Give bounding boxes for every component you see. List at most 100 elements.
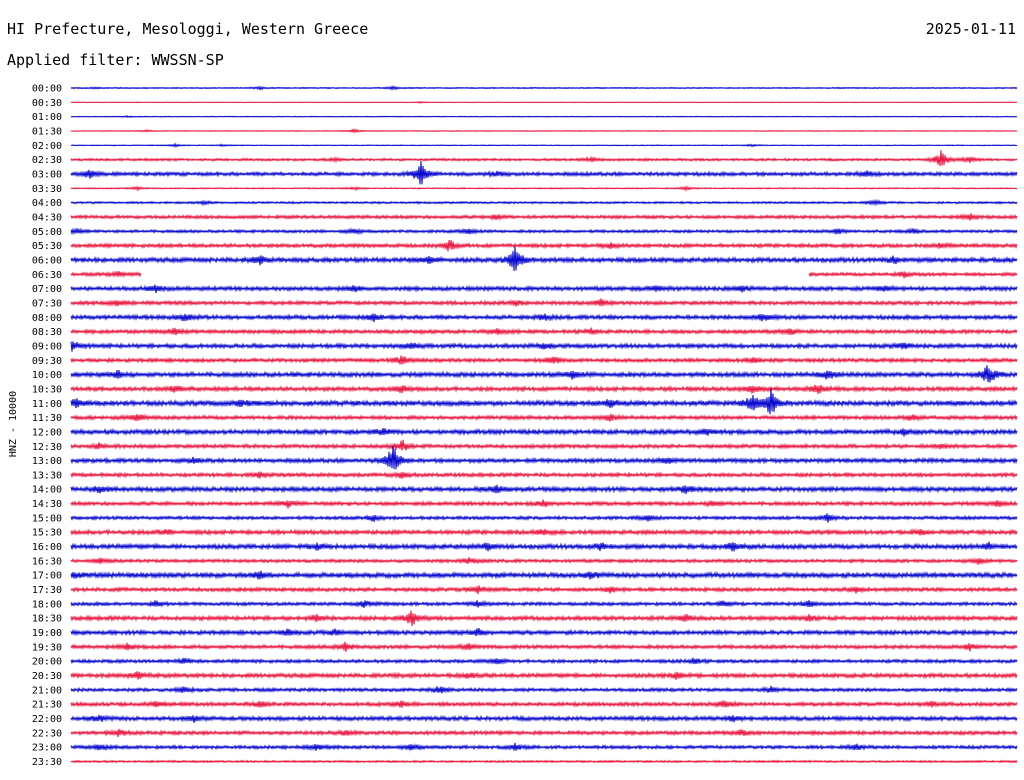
time-label-1900: 19:00 [32, 628, 62, 639]
trace-2300 [70, 742, 1018, 752]
time-label-2030: 20:30 [32, 671, 62, 682]
trace-1700 [70, 570, 1018, 580]
time-label-1730: 17:30 [32, 585, 62, 596]
time-label-1230: 12:30 [32, 442, 62, 453]
trace-0700 [70, 284, 1018, 294]
trace-1800 [70, 599, 1018, 609]
time-label-2300: 23:00 [32, 743, 62, 754]
time-label-1200: 12:00 [32, 427, 62, 438]
trace-0900 [70, 341, 1018, 352]
y-axis-label: HNZ - 10000 [8, 391, 19, 457]
trace-0730 [70, 298, 1018, 307]
trace-1200 [70, 427, 1018, 437]
trace-1730 [70, 585, 1018, 595]
trace-0230 [70, 150, 1018, 167]
trace-1430 [70, 499, 1018, 509]
trace-2230 [70, 728, 1018, 738]
trace-0530 [70, 239, 1018, 252]
time-label-1630: 16:30 [32, 556, 62, 567]
trace-2200 [70, 714, 1018, 723]
trace-0600 [70, 246, 1018, 271]
time-label-1030: 10:30 [32, 384, 62, 395]
station-title: HI Prefecture, Mesologgi, Western Greece [7, 20, 369, 38]
time-label-2130: 21:30 [32, 700, 62, 711]
trace-0330 [70, 185, 1018, 192]
time-label-0630: 06:30 [32, 270, 62, 281]
trace-1230 [70, 439, 1018, 451]
trace-1400 [70, 484, 1018, 495]
time-label-0930: 09:30 [32, 356, 62, 367]
trace-1130 [70, 413, 1018, 422]
time-label-2230: 22:30 [32, 728, 62, 739]
trace-2100 [70, 685, 1018, 694]
time-label-0830: 08:30 [32, 327, 62, 338]
time-label-0530: 05:30 [32, 241, 62, 252]
trace-0930 [70, 355, 1018, 365]
trace-0030 [70, 100, 1018, 104]
trace-0830 [70, 327, 1018, 336]
trace-1300 [70, 445, 1018, 470]
time-label-0430: 04:30 [32, 212, 62, 223]
trace-1630 [70, 557, 1018, 565]
time-label-0730: 07:30 [32, 298, 62, 309]
time-label-0030: 00:30 [32, 98, 62, 109]
time-label-1930: 19:30 [32, 642, 62, 653]
time-label-1830: 18:30 [32, 614, 62, 625]
trace-1530 [70, 528, 1018, 537]
trace-1930 [70, 641, 1018, 652]
trace-0000 [70, 85, 1018, 91]
time-label-0600: 06:00 [32, 255, 62, 266]
time-label-1100: 11:00 [32, 399, 62, 410]
time-label-2100: 21:00 [32, 685, 62, 696]
time-label-0330: 03:30 [32, 184, 62, 195]
trace-0630 [70, 270, 1018, 279]
time-label-0700: 07:00 [32, 284, 62, 295]
time-label-1330: 13:30 [32, 470, 62, 481]
time-label-0300: 03:00 [32, 169, 62, 180]
time-label-0800: 08:00 [32, 313, 62, 324]
trace-0400 [70, 198, 1018, 207]
trace-1100 [70, 388, 1018, 415]
time-label-0130: 01:30 [32, 126, 62, 137]
filter-label: Applied filter: WWSSN-SP [7, 51, 224, 69]
traces [70, 85, 1018, 764]
time-label-1800: 18:00 [32, 599, 62, 610]
trace-1330 [70, 471, 1018, 479]
time-label-2200: 22:00 [32, 714, 62, 725]
trace-0500 [70, 227, 1018, 236]
time-label-0230: 02:30 [32, 155, 62, 166]
trace-2330 [70, 759, 1018, 764]
time-label-1700: 17:00 [32, 571, 62, 582]
time-label-1600: 16:00 [32, 542, 62, 553]
trace-1500 [70, 513, 1018, 523]
trace-0300 [70, 161, 1018, 185]
time-label-0900: 09:00 [32, 341, 62, 352]
time-label-1000: 10:00 [32, 370, 62, 381]
trace-1900 [70, 628, 1018, 637]
trace-1030 [70, 384, 1018, 394]
trace-0100 [70, 114, 1018, 119]
time-label-1430: 14:30 [32, 499, 62, 510]
tick-labels: 00:00 00:30 01:00 01:30 02:00 02:30 03:00 03:30… [32, 84, 62, 769]
time-label-2000: 20:00 [32, 657, 62, 668]
time-label-1130: 11:30 [32, 413, 62, 424]
time-label-0200: 02:00 [32, 141, 62, 152]
time-label-2330: 23:30 [32, 757, 62, 768]
time-label-0100: 01:00 [32, 112, 62, 123]
time-label-1530: 15:30 [32, 528, 62, 539]
trace-0800 [70, 313, 1018, 323]
record-date: 2025-01-11 [925, 20, 1016, 38]
time-label-1400: 14:00 [32, 485, 62, 496]
trace-1000 [70, 365, 1018, 383]
trace-0200 [70, 142, 1018, 149]
trace-2030 [70, 671, 1018, 681]
trace-0430 [70, 213, 1018, 222]
trace-2000 [70, 657, 1018, 665]
time-label-1500: 15:00 [32, 513, 62, 524]
time-label-0000: 00:00 [32, 84, 62, 95]
trace-1830 [70, 610, 1018, 627]
time-label-0400: 04:00 [32, 198, 62, 209]
trace-0130 [70, 128, 1018, 134]
trace-1600 [70, 541, 1018, 552]
